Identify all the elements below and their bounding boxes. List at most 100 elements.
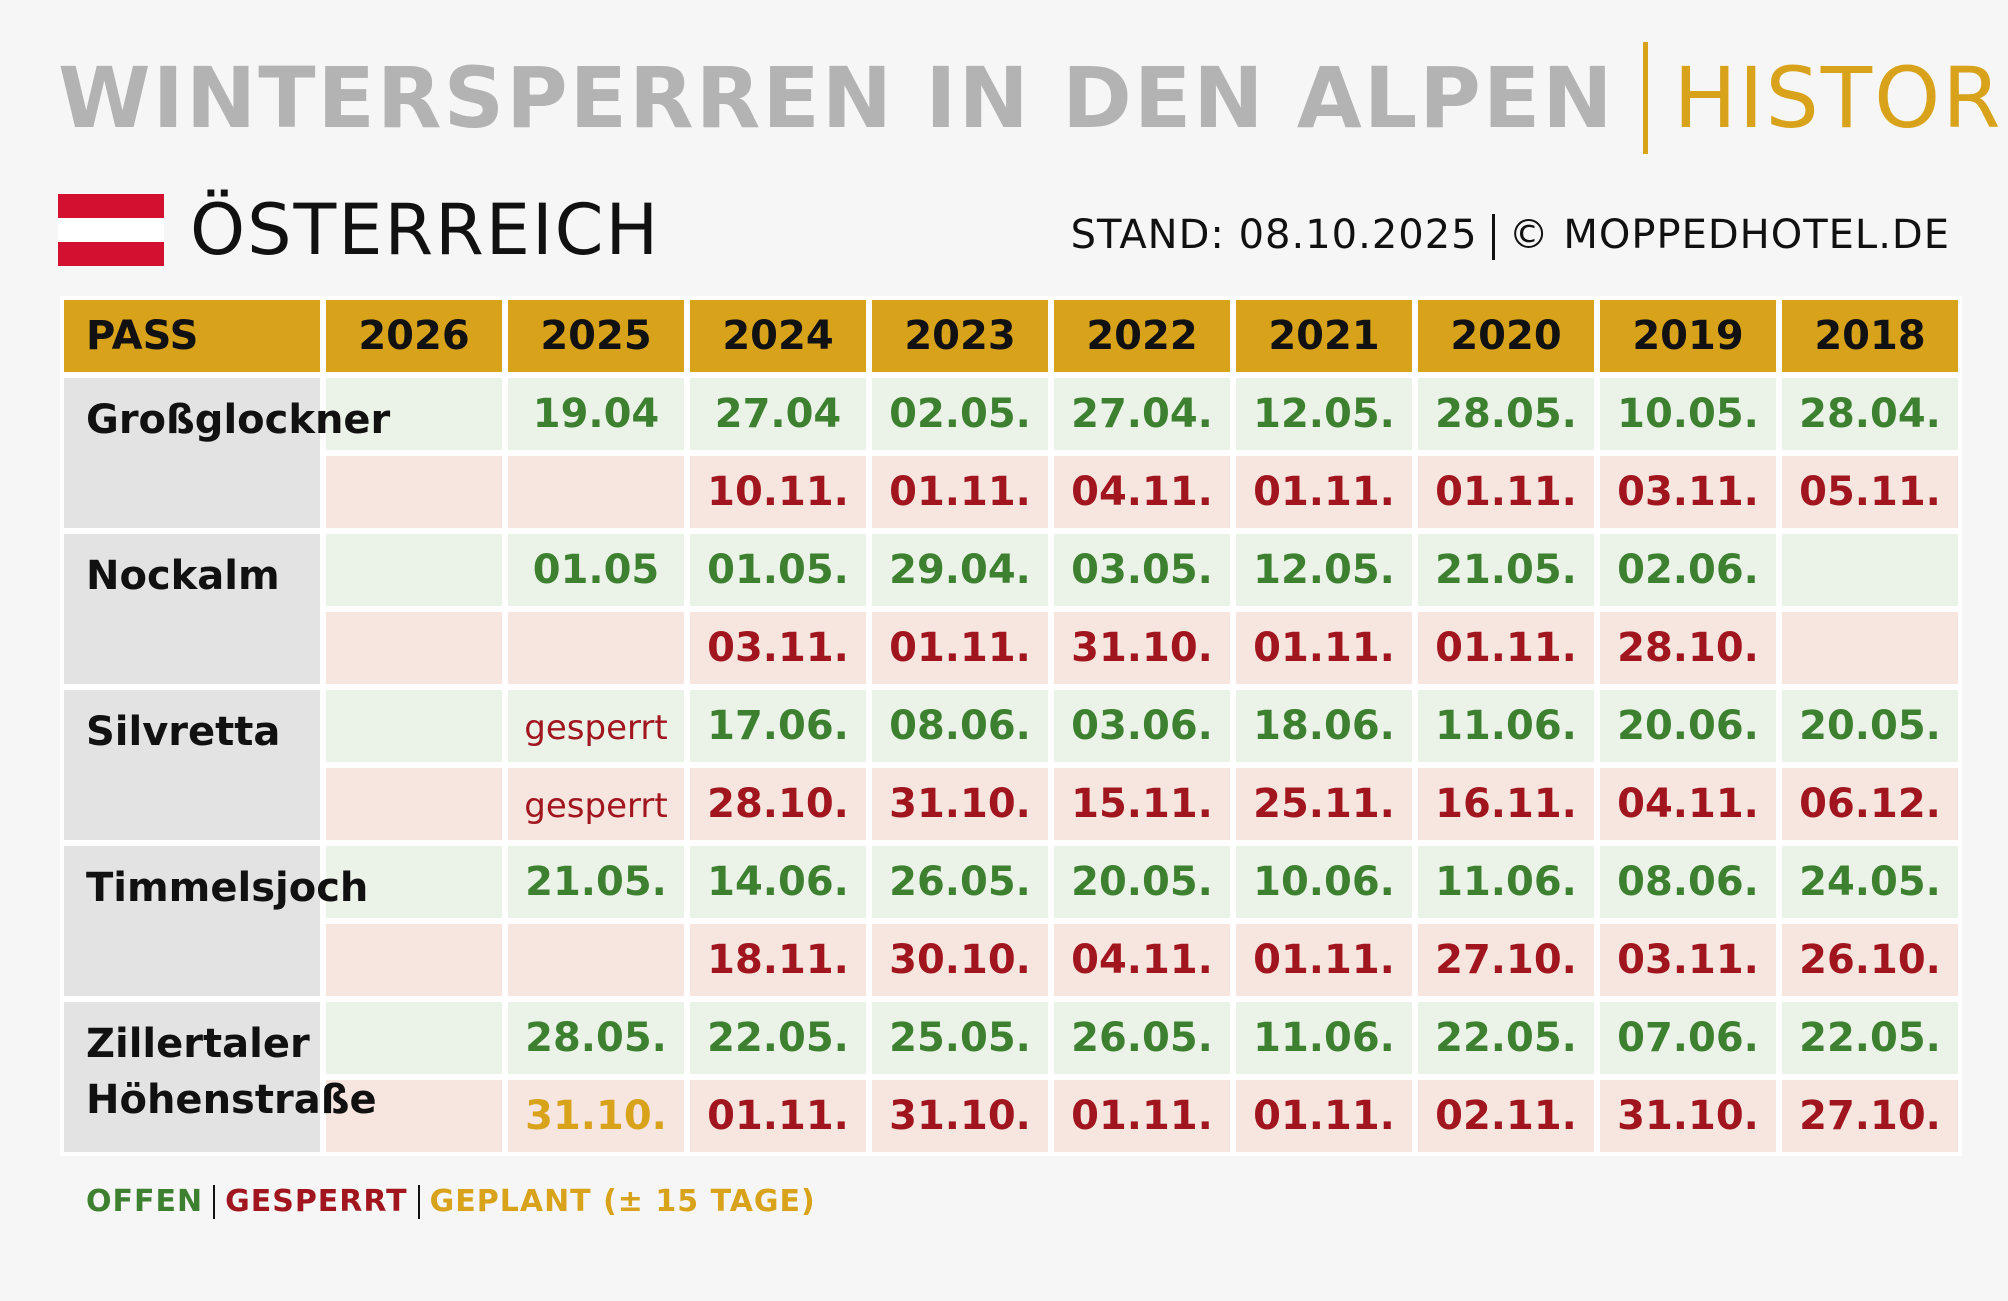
close-date-cell: 01.11. bbox=[1418, 456, 1594, 528]
table-row-close: 18.11. 30.10. 04.11. 01.11. 27.10. 03.11. 26.1… bbox=[64, 924, 1958, 996]
open-date-cell: 11.06. bbox=[1418, 846, 1594, 918]
open-date-cell: 14.06. bbox=[690, 846, 866, 918]
close-date-cell bbox=[326, 924, 502, 996]
open-date-cell: 26.05. bbox=[872, 846, 1048, 918]
close-date-cell: 28.10. bbox=[690, 768, 866, 840]
open-date-cell: 08.06. bbox=[872, 690, 1048, 762]
close-date-cell: 10.11. bbox=[690, 456, 866, 528]
table-row-open: Zillertaler Höhenstraße 28.05. 22.05. 25.05.… bbox=[64, 1002, 1958, 1152]
table-row-close: 31.10. 01.11. 31.10. 01.11. 01.11. 02.11. 31.1… bbox=[64, 1080, 1958, 1152]
title-main: WINTERSPERREN IN DEN ALPEN bbox=[58, 49, 1615, 147]
open-date-cell: 07.06. bbox=[1600, 1002, 1776, 1074]
pass-name: Silvretta bbox=[64, 690, 320, 840]
open-date-cell: 24.05. bbox=[1782, 846, 1958, 918]
close-date-cell: 16.11. bbox=[1418, 768, 1594, 840]
title-divider bbox=[1642, 42, 1648, 154]
close-date-cell: 18.11. bbox=[690, 924, 866, 996]
open-date-cell: 21.05. bbox=[1418, 534, 1594, 606]
table-row-open: Großglockner 19.04 27.04 02.05. 27.04. 12.05.… bbox=[64, 378, 1958, 528]
close-date-cell: 01.11. bbox=[1418, 612, 1594, 684]
close-date-cell: 01.11. bbox=[1236, 1080, 1412, 1152]
stand-line: STAND: 08.10.2025 © MOPPEDHOTEL.DE bbox=[1071, 212, 1950, 260]
close-date-cell: 31.10. bbox=[872, 1080, 1048, 1152]
legend: OFFEN GESPERRT GEPLANT (± 15 TAGE) bbox=[86, 1184, 816, 1219]
open-date-cell: 03.06. bbox=[1054, 690, 1230, 762]
close-date-cell bbox=[326, 456, 502, 528]
header-year: 2021 bbox=[1236, 300, 1412, 372]
close-date-cell: 27.10. bbox=[1418, 924, 1594, 996]
country-label: ÖSTERREICH bbox=[190, 189, 661, 271]
open-date-cell: 22.05. bbox=[1782, 1002, 1958, 1074]
open-date-cell: 02.05. bbox=[872, 378, 1048, 450]
open-date-cell: 12.05. bbox=[1236, 534, 1412, 606]
open-date-cell: 20.05. bbox=[1782, 690, 1958, 762]
open-date-cell: 22.05. bbox=[1418, 1002, 1594, 1074]
closure-table: PASS 2026 2025 2024 2023 2022 2021 2020 2019 2018… bbox=[60, 296, 1962, 1156]
close-date-cell bbox=[326, 1080, 502, 1152]
close-date-cell: 31.10. bbox=[1600, 1080, 1776, 1152]
close-date-cell: 31.10. bbox=[872, 768, 1048, 840]
header-year: 2018 bbox=[1782, 300, 1958, 372]
planned-date: 31.10. bbox=[525, 1093, 667, 1139]
open-date-cell: 28.05. bbox=[508, 1002, 684, 1074]
open-date-cell: 29.04. bbox=[872, 534, 1048, 606]
open-date-cell: 10.06. bbox=[1236, 846, 1412, 918]
close-date-cell bbox=[326, 612, 502, 684]
header-year: 2019 bbox=[1600, 300, 1776, 372]
close-date-cell bbox=[508, 924, 684, 996]
close-date-cell: 05.11. bbox=[1782, 456, 1958, 528]
close-date-cell: 15.11. bbox=[1054, 768, 1230, 840]
open-date-cell: 19.04 bbox=[508, 378, 684, 450]
open-date-cell: 28.04. bbox=[1782, 378, 1958, 450]
close-date-cell: 03.11. bbox=[1600, 456, 1776, 528]
close-date-cell: 31.10. bbox=[1054, 612, 1230, 684]
close-date-cell: 31.10. bbox=[508, 1080, 684, 1152]
open-date-cell: 02.06. bbox=[1600, 534, 1776, 606]
open-date-cell: 27.04 bbox=[690, 378, 866, 450]
close-date-cell: 04.11. bbox=[1600, 768, 1776, 840]
closed-status: gesperrt bbox=[524, 786, 668, 826]
open-date-cell: 25.05. bbox=[872, 1002, 1048, 1074]
legend-divider bbox=[213, 1184, 216, 1219]
table-row-open: Silvretta gesperrt 17.06. 08.06. 03.06. 18.06… bbox=[64, 690, 1958, 840]
open-date-cell: 03.05. bbox=[1054, 534, 1230, 606]
table-row-open: Nockalm 01.05 01.05. 29.04. 03.05. 12.05. 21.0… bbox=[64, 534, 1958, 684]
header-pass: PASS bbox=[64, 300, 320, 372]
open-date-cell bbox=[326, 378, 502, 450]
close-date-cell: 01.11. bbox=[872, 612, 1048, 684]
open-date-cell: 20.05. bbox=[1054, 846, 1230, 918]
close-date-cell: 27.10. bbox=[1782, 1080, 1958, 1152]
close-date-cell: 01.11. bbox=[1236, 924, 1412, 996]
open-date-cell: 20.06. bbox=[1600, 690, 1776, 762]
pass-name: Zillertaler Höhenstraße bbox=[64, 1002, 377, 1152]
open-date-cell bbox=[1782, 534, 1958, 606]
table-header-row: PASS 2026 2025 2024 2023 2022 2021 2020 2019 2018 bbox=[64, 300, 1958, 372]
pass-name: Nockalm bbox=[64, 534, 320, 684]
stand-divider bbox=[1491, 214, 1495, 260]
country-row: ÖSTERREICH bbox=[58, 189, 661, 271]
close-date-cell: 28.10. bbox=[1600, 612, 1776, 684]
pass-name: Großglockner bbox=[64, 378, 390, 528]
header-year: 2026 bbox=[326, 300, 502, 372]
open-date-cell: 01.05. bbox=[690, 534, 866, 606]
close-date-cell bbox=[1782, 612, 1958, 684]
legend-closed: GESPERRT bbox=[225, 1184, 408, 1219]
header-year: 2024 bbox=[690, 300, 866, 372]
close-date-cell bbox=[508, 456, 684, 528]
open-date-cell bbox=[326, 1002, 502, 1074]
table-row-close: 10.11. 01.11. 04.11. 01.11. 01.11. 03.11. 05.1… bbox=[64, 456, 1958, 528]
close-date-cell: 03.11. bbox=[690, 612, 866, 684]
close-date-cell: 04.11. bbox=[1054, 456, 1230, 528]
close-date-cell: gesperrt bbox=[508, 768, 684, 840]
header-year: 2023 bbox=[872, 300, 1048, 372]
open-date-cell: 17.06. bbox=[690, 690, 866, 762]
legend-open: OFFEN bbox=[86, 1184, 204, 1219]
open-date-cell: 21.05. bbox=[508, 846, 684, 918]
close-date-cell: 01.11. bbox=[1236, 612, 1412, 684]
close-date-cell bbox=[508, 612, 684, 684]
close-date-cell: 06.12. bbox=[1782, 768, 1958, 840]
header-year: 2020 bbox=[1418, 300, 1594, 372]
legend-divider bbox=[417, 1184, 420, 1219]
close-date-cell: 25.11. bbox=[1236, 768, 1412, 840]
copyright: © MOPPEDHOTEL.DE bbox=[1508, 212, 1950, 258]
